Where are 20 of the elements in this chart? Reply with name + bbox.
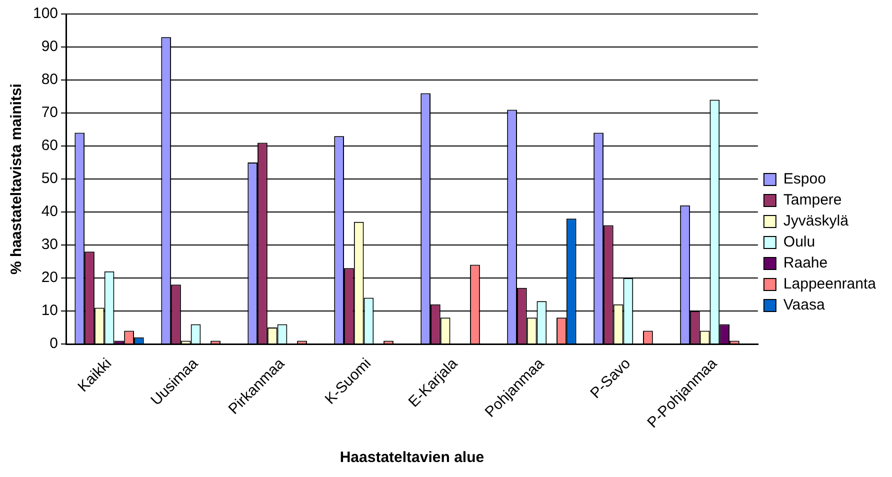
y-tick-label: 50 bbox=[41, 170, 58, 188]
y-tick-label: 0 bbox=[50, 335, 58, 352]
y-tick-label: 100 bbox=[32, 5, 58, 22]
y-axis-title: % haastateltavista mainitsi bbox=[8, 84, 26, 274]
legend-label: Lappeenranta bbox=[783, 276, 877, 293]
legend-label: Raahe bbox=[783, 254, 828, 272]
y-tick-label: 70 bbox=[41, 104, 58, 122]
y-tick-label: 20 bbox=[41, 269, 58, 286]
y-tick-label: 30 bbox=[41, 236, 58, 254]
y-tick-label: 80 bbox=[41, 71, 58, 88]
x-axis-title: Haastateltavien alue bbox=[340, 449, 484, 466]
legend-label: Tampere bbox=[783, 192, 842, 209]
legend-label: Vaasa bbox=[783, 296, 826, 314]
legend-label: Oulu bbox=[783, 234, 816, 251]
y-tick-label: 10 bbox=[41, 302, 58, 320]
y-tick-label: 60 bbox=[41, 137, 58, 154]
y-tick-label: 40 bbox=[41, 203, 58, 220]
legend-label: Espoo bbox=[783, 170, 826, 188]
legend-label: Jyväskylä bbox=[783, 212, 850, 230]
y-tick-label: 90 bbox=[41, 38, 58, 56]
